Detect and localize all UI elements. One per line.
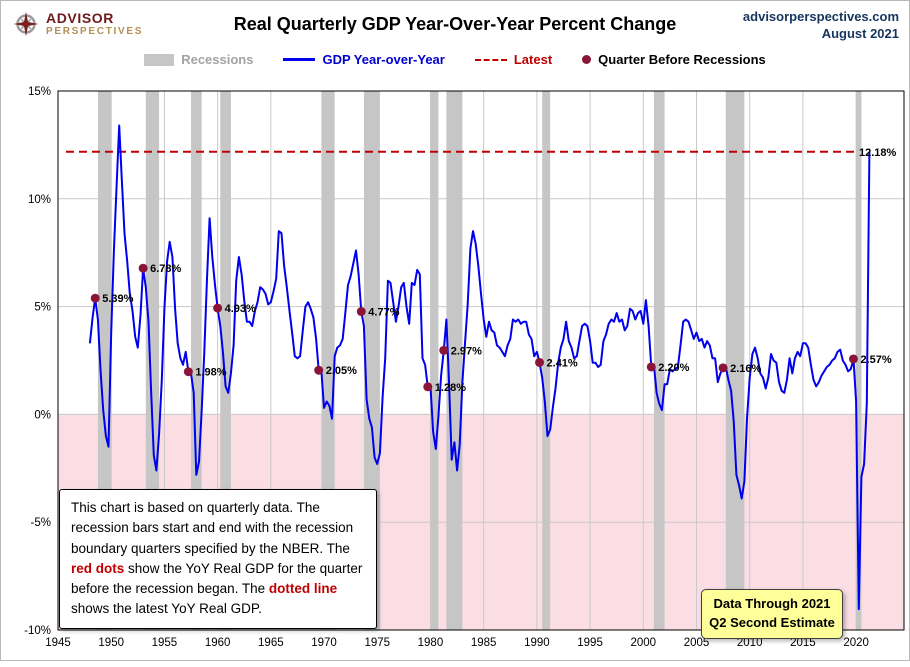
x-tick-label: 1965 xyxy=(258,637,284,649)
legend-recessions-label: Recessions xyxy=(181,52,254,67)
legend-item-recessions: Recessions xyxy=(144,52,253,67)
x-tick-label: 1990 xyxy=(524,637,550,649)
chart-legend: Recessions GDP Year-over-Year Latest Qua… xyxy=(1,52,909,67)
recession-bar xyxy=(653,91,665,630)
note-dotted-line-text: dotted line xyxy=(268,581,338,596)
legend-item-gdp: GDP Year-over-Year xyxy=(283,52,445,67)
x-tick-label: 2010 xyxy=(737,637,763,649)
legend-gdp-label: GDP Year-over-Year xyxy=(322,52,445,67)
y-tick-label: 5% xyxy=(34,302,51,314)
compass-logo-icon xyxy=(13,11,39,37)
chart-area: 5.39% 6.78% 1.98% 4.93% 2.05% 4.77% 1.28% 2.97%… xyxy=(1,77,910,662)
logo-text: ADVISOR PERSPECTIVES xyxy=(46,9,144,38)
x-tick-label: 2020 xyxy=(843,637,869,649)
pre-recession-dots: 5.39% 6.78% 1.98% 4.93% 2.05% 4.77% 1.28% 2.97%… xyxy=(90,263,892,394)
x-tick-label: 2005 xyxy=(684,637,710,649)
page-title: Real Quarterly GDP Year-Over-Year Percen… xyxy=(233,14,677,34)
dot-value-label: 2.05% xyxy=(326,365,357,377)
pre-recession-dot xyxy=(423,382,433,392)
date-label: August 2021 xyxy=(821,25,899,41)
pre-recession-dot xyxy=(718,363,728,373)
site-block: advisorperspectives.com August 2021 xyxy=(743,9,899,43)
recession-bar xyxy=(430,91,439,630)
x-tick-label: 1945 xyxy=(45,637,71,649)
note-red-dots-text: red dots xyxy=(71,560,125,576)
y-tick-label: 15% xyxy=(28,86,51,98)
pre-recession-dot xyxy=(439,345,449,355)
legend-item-dot: Quarter Before Recessions xyxy=(582,52,766,67)
dot-value-label: 2.16% xyxy=(730,363,761,375)
gdp-line xyxy=(88,124,871,611)
y-tick-label: 0% xyxy=(34,409,51,421)
recession-bar xyxy=(220,91,231,630)
dot-value-label: 1.98% xyxy=(195,367,226,379)
note-text-3: shows the latest YoY Real GDP. xyxy=(71,601,262,617)
dot-value-label: 1.28% xyxy=(435,382,466,394)
data-through-line1: Data Through 2021 xyxy=(713,596,831,611)
plot-border xyxy=(57,90,905,631)
pre-recession-dot xyxy=(213,303,223,313)
y-tick-label: -5% xyxy=(31,517,51,529)
x-axis-labels: 1945 1950 1955 1960 1965 1970 1975 1980 1985 1990… xyxy=(45,637,869,649)
header: ADVISOR PERSPECTIVES Real Quarterly GDP … xyxy=(1,1,909,48)
advisor-perspectives-logo: ADVISOR PERSPECTIVES xyxy=(11,9,143,39)
x-tick-label: 1980 xyxy=(418,637,444,649)
pre-recession-dot xyxy=(848,354,858,364)
dot-value-label: 6.78% xyxy=(150,263,181,275)
x-tick-label: 1950 xyxy=(98,637,124,649)
chart-note: This chart is based on quarterly data. T… xyxy=(59,489,377,629)
data-through-line2: Q2 Second Estimate xyxy=(709,614,835,630)
dot-value-label: 2.41% xyxy=(547,357,578,369)
x-tick-label: 1955 xyxy=(152,637,178,649)
x-tick-label: 2000 xyxy=(630,637,656,649)
dot-value-label: 2.97% xyxy=(451,345,482,357)
pre-recession-dot xyxy=(646,362,656,372)
x-tick-label: 1970 xyxy=(311,637,337,649)
gdp-line-swatch-icon xyxy=(283,58,316,61)
x-tick-label: 1975 xyxy=(364,637,390,649)
dot-value-label: 5.39% xyxy=(102,293,133,305)
note-text-1: This chart is based on quarterly data. T… xyxy=(71,500,354,556)
pre-recession-dot xyxy=(314,365,324,375)
recession-bar xyxy=(725,91,745,630)
pre-recession-dot xyxy=(183,367,193,377)
recession-bar xyxy=(542,91,551,630)
dot-value-label: 4.77% xyxy=(368,307,399,319)
x-tick-label: 1960 xyxy=(205,637,231,649)
legend-latest-label: Latest xyxy=(513,52,553,67)
logo-word-perspectives: PERSPECTIVES xyxy=(46,26,144,38)
pre-recession-dot xyxy=(535,357,545,367)
latest-value-label: 12.18% xyxy=(859,147,897,159)
dot-value-label: 2.57% xyxy=(860,354,891,366)
pre-recession-dot xyxy=(356,307,366,317)
legend-item-latest: Latest xyxy=(474,52,553,67)
latest-dash-swatch-icon xyxy=(474,58,507,61)
site-link[interactable]: advisorperspectives.com xyxy=(742,9,899,24)
logo-word-advisor: ADVISOR xyxy=(46,9,114,26)
pre-recession-dot-swatch-icon xyxy=(582,55,592,64)
dot-value-label: 4.93% xyxy=(225,303,256,315)
x-tick-label: 2015 xyxy=(790,637,816,649)
y-axis-labels: 15% 10% 5% 0% -5% -10% xyxy=(24,86,51,637)
pre-recession-dot xyxy=(138,263,148,273)
dot-value-label: 2.20% xyxy=(658,362,689,374)
legend-dot-label: Quarter Before Recessions xyxy=(598,52,766,67)
recession-bar xyxy=(446,91,463,630)
recession-bar xyxy=(856,91,862,630)
recession-bar xyxy=(191,91,202,630)
y-tick-label: 10% xyxy=(28,194,51,206)
data-through-box: Data Through 2021 Q2 Second Estimate xyxy=(701,589,843,639)
x-tick-label: 1995 xyxy=(577,637,603,649)
y-tick-label: -10% xyxy=(24,625,51,637)
pre-recession-dot xyxy=(90,293,100,303)
recession-swatch-icon xyxy=(144,53,175,66)
note-text-2: show the YoY Real GDP for the quarter be… xyxy=(71,560,363,596)
x-tick-label: 1985 xyxy=(471,637,497,649)
